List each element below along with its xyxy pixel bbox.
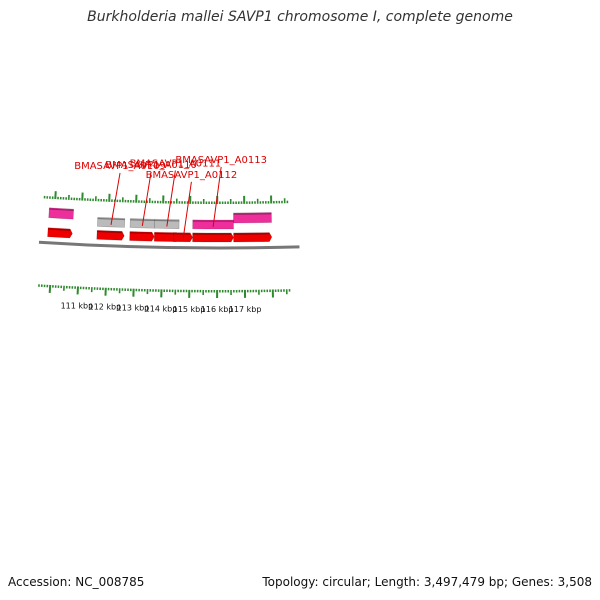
tick-label: 115 kbp bbox=[173, 305, 206, 314]
feature-inner-red-edge bbox=[97, 230, 122, 234]
feature-inner-red bbox=[47, 227, 73, 239]
gene-label-layer: BMASAVP1_A0109BMASAVP1_A0110BMASAVP1_A01… bbox=[74, 155, 267, 240]
gene-label: BMASAVP1_A0113 bbox=[175, 155, 267, 166]
feature-outer-pink bbox=[48, 207, 74, 220]
tick-label: 117 kbp bbox=[229, 305, 262, 314]
gene-label: BMASAVP1_A0111 bbox=[130, 159, 222, 170]
feature-inner-red bbox=[233, 232, 273, 243]
genome-summary-text: Topology: circular; Length: 3,497,479 bp… bbox=[262, 575, 592, 589]
tick-label: 116 kbp bbox=[201, 305, 234, 314]
tick-label: 112 kbp bbox=[89, 303, 122, 312]
inner-tick-ring bbox=[38, 284, 291, 299]
gene-label: BMASAVP1_A0110 bbox=[105, 160, 197, 171]
gene-leader-line bbox=[110, 172, 121, 225]
feature-inner-red-edge bbox=[129, 232, 152, 234]
accession-text: Accession: NC_008785 bbox=[8, 575, 145, 589]
gene-block-2-edge bbox=[130, 219, 155, 222]
gene-block-1-edge bbox=[97, 217, 125, 221]
feature-inner-red bbox=[96, 230, 125, 241]
tick-label: 111 kbp bbox=[61, 301, 94, 310]
backbone-layer bbox=[38, 240, 300, 250]
gene-leader-line bbox=[212, 166, 222, 228]
backbone-ring bbox=[38, 240, 300, 250]
feature-inner-red bbox=[129, 231, 155, 242]
feature-inner-red-edge bbox=[48, 228, 71, 231]
gene-leader-line bbox=[182, 181, 192, 240]
gene-label: BMASAVP1_A0109 bbox=[74, 161, 166, 172]
map-title: Burkholderia mallei SAVP1 chromosome I, … bbox=[87, 9, 513, 25]
feature-outer-pink bbox=[233, 212, 272, 224]
tick-label: 114 kbp bbox=[145, 304, 178, 313]
tick-label: 113 kbp bbox=[117, 304, 150, 313]
feature-tracks bbox=[47, 207, 273, 243]
gene-leader-line bbox=[141, 171, 152, 227]
outer-tick-ring bbox=[43, 191, 289, 205]
feature-inner-red bbox=[192, 232, 234, 243]
feature-outer-pink-edge bbox=[49, 208, 74, 211]
gene-label: BMASAVP1_A0112 bbox=[146, 170, 238, 181]
gene-leader-line bbox=[166, 170, 176, 227]
